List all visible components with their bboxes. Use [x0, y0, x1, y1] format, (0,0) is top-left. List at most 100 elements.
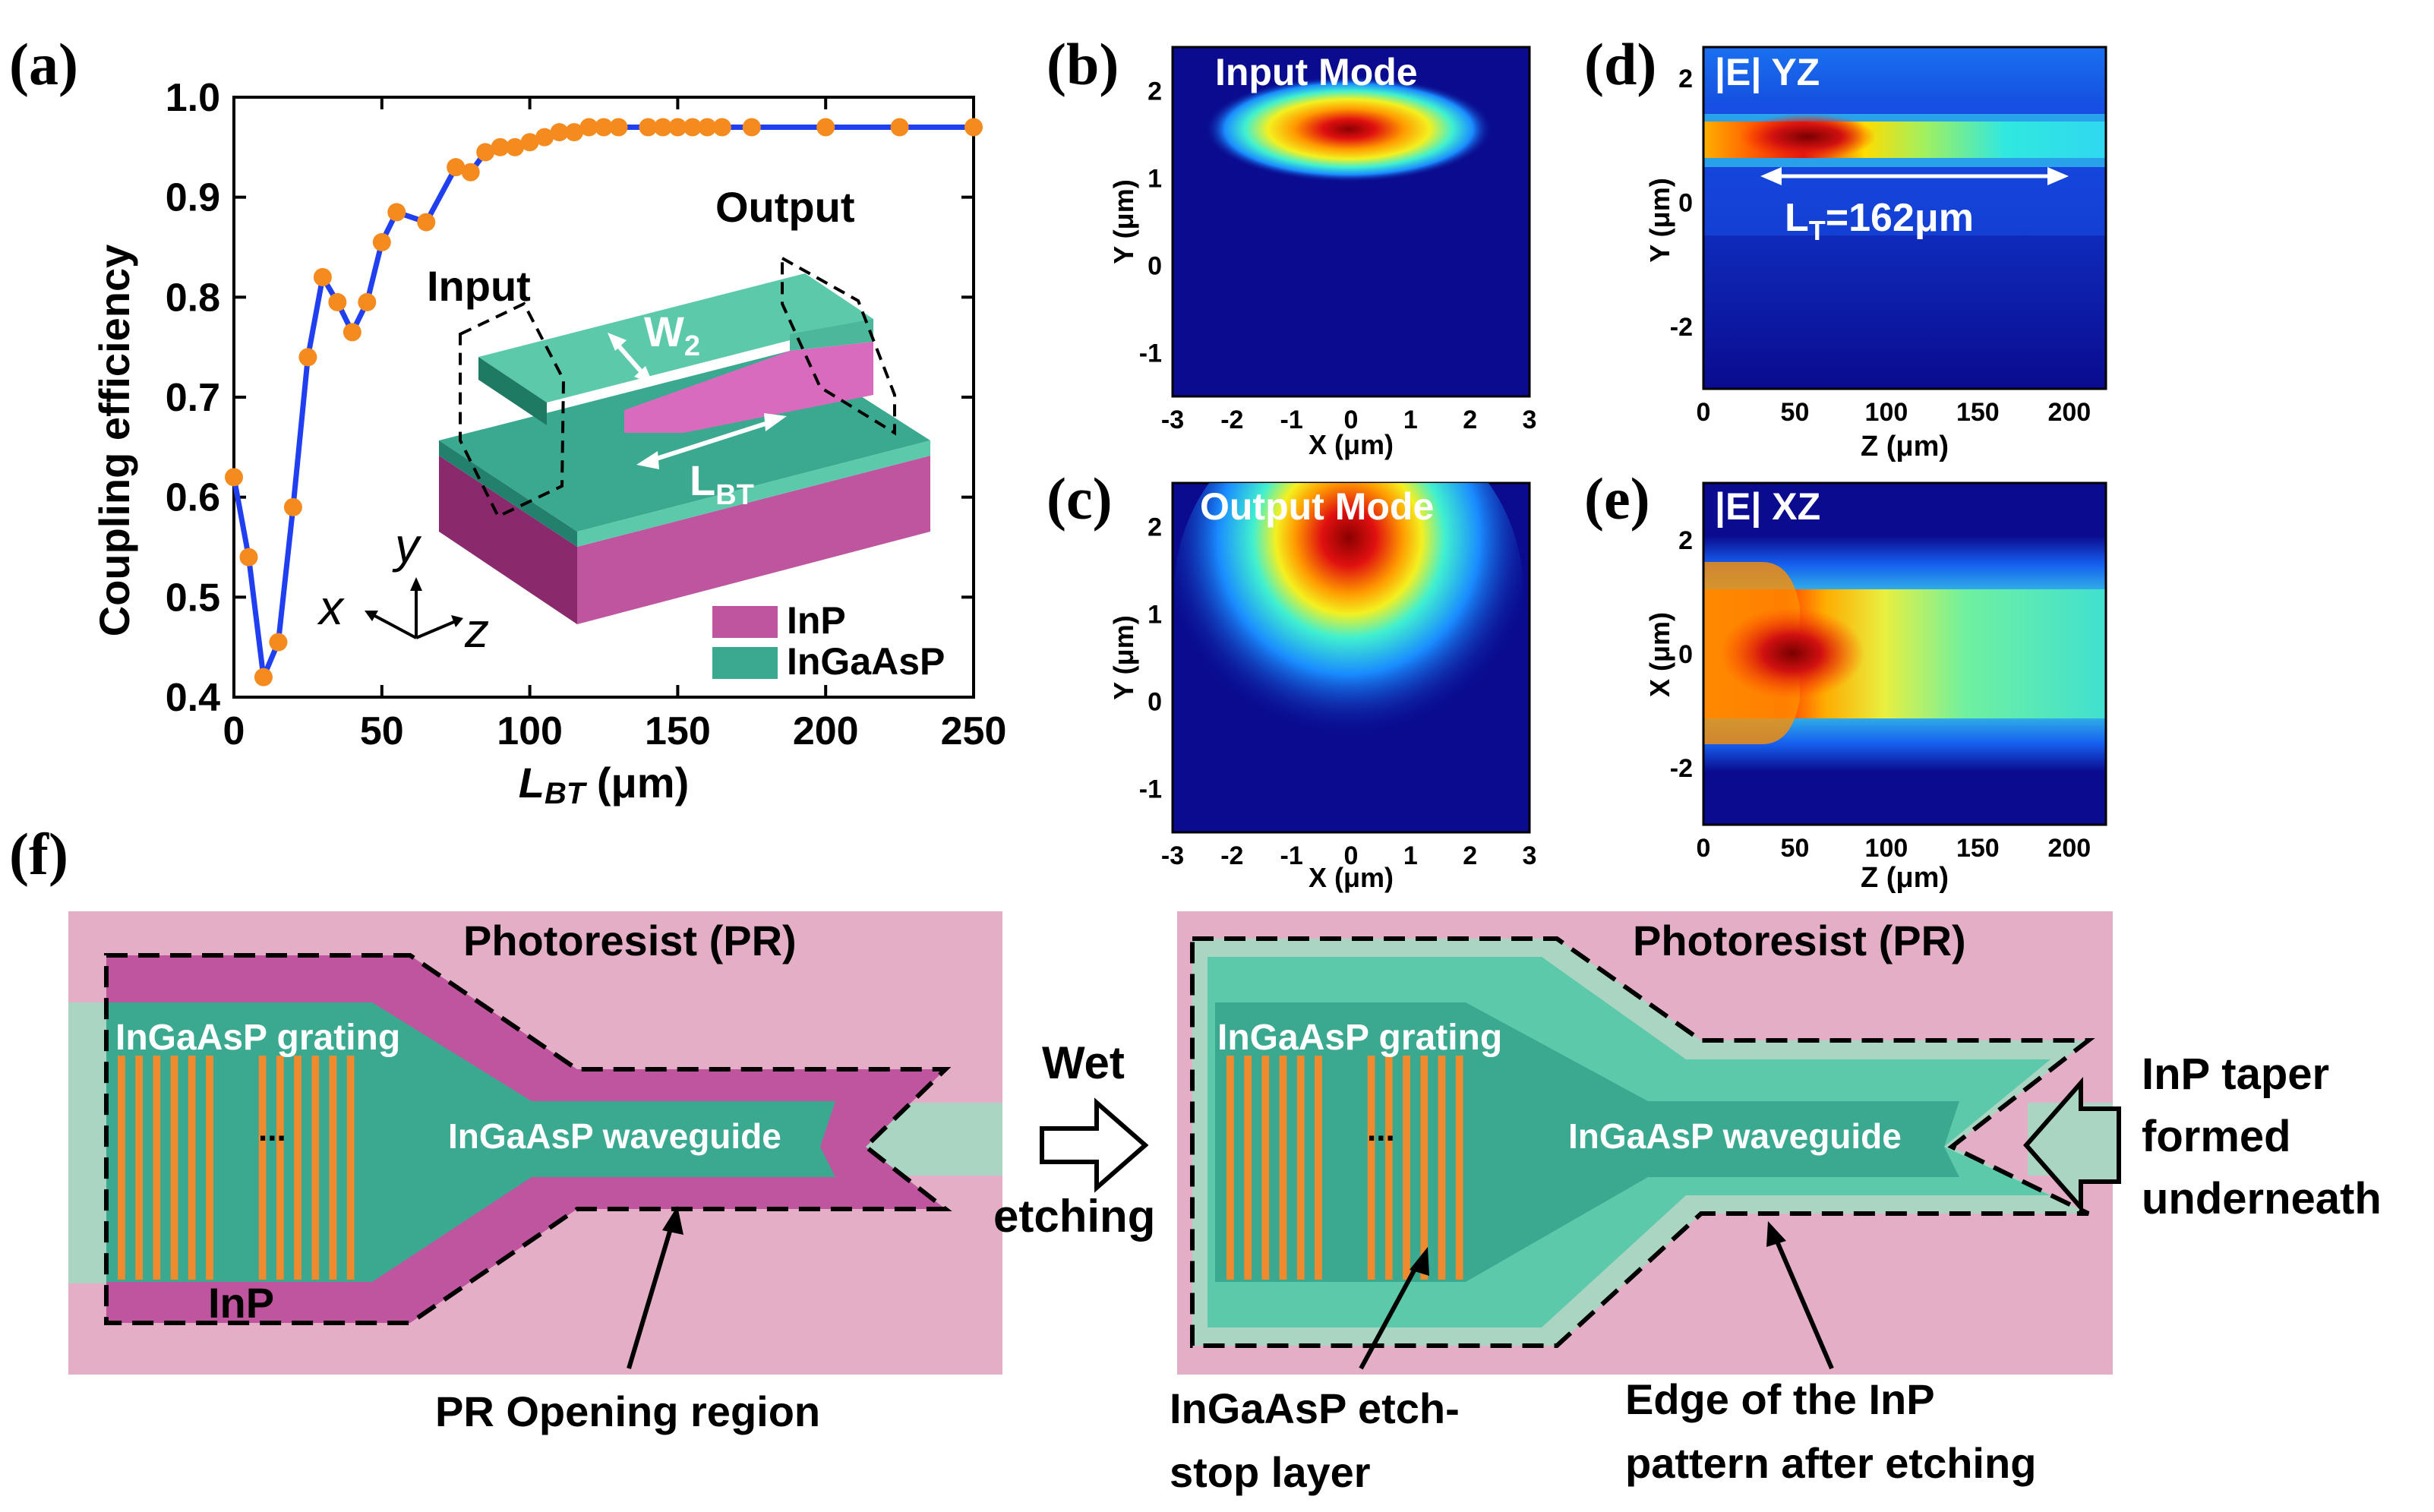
inp-base-side — [577, 456, 930, 624]
edge-label-2: pattern after etching — [1625, 1439, 2036, 1487]
chart-a-point — [653, 118, 672, 137]
inset-w2-main: W — [644, 308, 684, 355]
ellipsis-right: ... — [1367, 1111, 1395, 1148]
lt-annotation-main: L — [1785, 196, 1809, 240]
lbt-arrow — [646, 418, 775, 464]
heatmap-xtick-label: 100 — [1865, 834, 1908, 863]
grating-line — [276, 1056, 284, 1280]
heatmap-ytick-label: 0 — [1678, 640, 1693, 669]
chart-a-point — [269, 633, 288, 652]
heatmap-ytick-label: -2 — [1670, 754, 1693, 783]
chart-a-point — [387, 203, 406, 222]
chart-a-xtick-label: 150 — [645, 709, 711, 753]
heatmap-c — [1171, 481, 1531, 834]
chart-a-point — [372, 232, 391, 251]
heatmap-xtick-label: 150 — [1956, 834, 2000, 863]
chart-a-ytick-label: 0.6 — [166, 476, 220, 520]
heatmap-ytick-label: 1 — [1148, 601, 1162, 630]
heatmap-d-title: |E| YZ — [1715, 51, 1820, 94]
etch-stop-label-1: InGaAsP etch- — [1170, 1384, 1460, 1432]
heatmap-b-xlabel: X (μm) — [1309, 429, 1394, 460]
heatmap-xtick-label: -3 — [1161, 406, 1184, 434]
heatmap-xtick-label: 50 — [1781, 834, 1810, 863]
chart-a-point — [712, 118, 731, 137]
grating-line — [1455, 1056, 1463, 1280]
heatmap-b — [1171, 46, 1531, 398]
chart-a-point — [595, 118, 613, 137]
chart-a-point — [639, 118, 658, 137]
grating-line — [294, 1056, 301, 1280]
grating-line — [1244, 1056, 1252, 1280]
grating-line — [346, 1056, 355, 1280]
chart-a-point — [417, 213, 436, 232]
heatmap-ytick-label: -1 — [1139, 775, 1162, 804]
chart-a-xtick-label: 250 — [941, 709, 1007, 753]
heatmap-ytick-label: 1 — [1148, 165, 1162, 194]
inset-output-label: Output — [715, 183, 854, 231]
w2-arrow-head-2 — [634, 366, 653, 384]
input-plane — [459, 301, 566, 519]
pr-opening-pointer — [627, 1220, 675, 1369]
chart-a-point — [328, 292, 347, 311]
chart-a-point — [506, 137, 525, 156]
heatmap-ytick-label: 0 — [1148, 252, 1162, 281]
heatmap-xtick-label: 2 — [1463, 841, 1477, 870]
grating-line — [153, 1056, 161, 1280]
etching-label: etching — [993, 1191, 1155, 1242]
grating-left — [118, 1056, 355, 1280]
heatmap-b-title: Input Mode — [1215, 51, 1418, 93]
chart-a-xtick-label: 100 — [497, 709, 563, 753]
ingaasp-waveguide-left — [106, 1002, 835, 1282]
panel-label-c: (c) — [1047, 466, 1113, 532]
pr-opening-label: PR Opening region — [435, 1387, 820, 1435]
lt-annotation-rest: =162μm — [1826, 196, 1974, 240]
chart-a-xtick-label: 50 — [360, 709, 404, 753]
chart-a-point — [565, 123, 584, 142]
chart-a-point — [343, 323, 361, 342]
chart-a-xlabel-sub: BT — [545, 777, 588, 810]
grating-line — [118, 1056, 125, 1280]
waveguide-right-label: InGaAsP waveguide — [1568, 1116, 1902, 1156]
heatmap-panels: -3 -2 -1 0 1 2 3 2 1 0 -1 -3 -2 -1 0 1 2 3 2 1 0 -1 0 50 100 150 2… — [1108, 46, 2107, 894]
heatmap-e-title: |E| XZ — [1715, 485, 1820, 529]
heatmap-ytick-label: 2 — [1678, 526, 1693, 555]
heatmap-xtick-label: -2 — [1220, 841, 1243, 870]
heatmap-xtick-label: 200 — [2047, 834, 2091, 863]
grating-line — [1420, 1056, 1429, 1280]
chart-a-ylabel: Coupling efficiency — [90, 245, 138, 637]
grating-line — [311, 1056, 320, 1280]
inset-w2-label: W2 — [644, 308, 700, 362]
chart-a-point — [461, 163, 480, 182]
heatmap-xtick-label: 2 — [1463, 406, 1477, 434]
w2-arrow-head-1 — [608, 333, 627, 351]
heatmap-xtick-label: 0 — [1697, 398, 1711, 427]
grating-line — [170, 1056, 178, 1280]
taper-label-1: InP taper — [2142, 1050, 2329, 1099]
axis-x-symbol: x — [317, 580, 345, 635]
waveguide-side-end — [790, 319, 873, 351]
lbt-arrow-head-2 — [764, 413, 787, 431]
heatmap-e-ylabel: X (μm) — [1644, 612, 1675, 697]
chart-a-point — [447, 158, 466, 177]
heatmap-ytick-label: 0 — [1148, 688, 1162, 717]
chart-a-point — [254, 668, 273, 687]
taper-label-2: formed — [2142, 1112, 2291, 1161]
grating-line — [1226, 1056, 1234, 1280]
heatmap-xtick-label: 1 — [1403, 406, 1418, 434]
inp-edge-pointer — [1773, 1236, 1834, 1370]
grating-line — [1367, 1056, 1375, 1280]
chart-a-point — [668, 118, 687, 137]
chart-a-xlabel-main: L — [519, 759, 545, 807]
chart-a-point — [520, 133, 539, 152]
panel-label-e: (e) — [1584, 466, 1650, 532]
heatmap-d — [1703, 47, 2106, 389]
wet-etching-arrow — [1040, 1097, 1149, 1193]
waveguide-front — [478, 357, 547, 425]
ingaasp-layer-side — [577, 440, 930, 547]
heatmap-e — [1703, 483, 2106, 825]
chart-a: 0 50 100 150 200 250 0.4 0.5 0.6 0.7 0.8 0.9 1.0 Cou… — [90, 76, 1007, 810]
chart-a-ytick-label: 0.5 — [166, 576, 220, 620]
device-inset — [365, 255, 930, 679]
panel-label-a: (a) — [9, 31, 78, 97]
heatmap-c-title: Output Mode — [1200, 485, 1434, 528]
